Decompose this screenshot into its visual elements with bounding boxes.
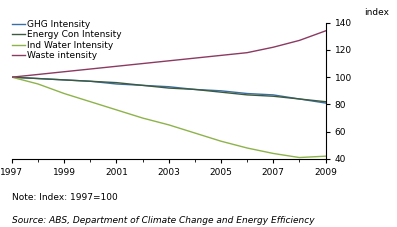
Energy Con Intensity <box>114 81 119 84</box>
Ind Water Intensity <box>271 152 276 155</box>
GHG Intensity <box>271 94 276 96</box>
Line: Waste intensity: Waste intensity <box>12 31 326 77</box>
Energy Con Intensity <box>88 80 93 83</box>
Ind Water Intensity <box>88 100 93 103</box>
GHG Intensity <box>297 98 302 100</box>
Waste intensity <box>36 73 40 76</box>
Energy Con Intensity <box>10 76 14 79</box>
Text: Note: Index: 1997=100: Note: Index: 1997=100 <box>12 193 118 202</box>
Energy Con Intensity <box>193 88 197 91</box>
Ind Water Intensity <box>114 109 119 111</box>
Waste intensity <box>166 59 171 62</box>
GHG Intensity <box>36 77 40 80</box>
GHG Intensity <box>323 102 328 104</box>
Waste intensity <box>10 76 14 79</box>
Ind Water Intensity <box>166 123 171 126</box>
Ind Water Intensity <box>10 76 14 79</box>
Waste intensity <box>114 65 119 68</box>
Waste intensity <box>245 51 249 54</box>
Energy Con Intensity <box>219 91 224 94</box>
Ind Water Intensity <box>323 155 328 158</box>
GHG Intensity <box>193 88 197 91</box>
Text: Source: ABS, Department of Climate Change and Energy Efficiency: Source: ABS, Department of Climate Chang… <box>12 216 314 225</box>
Ind Water Intensity <box>193 132 197 134</box>
Ind Water Intensity <box>62 92 67 95</box>
GHG Intensity <box>166 85 171 88</box>
GHG Intensity <box>62 79 67 81</box>
Waste intensity <box>219 54 224 57</box>
Waste intensity <box>323 30 328 32</box>
Energy Con Intensity <box>62 79 67 81</box>
Line: GHG Intensity: GHG Intensity <box>12 77 326 103</box>
Line: Ind Water Intensity: Ind Water Intensity <box>12 77 326 158</box>
Line: Energy Con Intensity: Energy Con Intensity <box>12 77 326 102</box>
Waste intensity <box>297 39 302 42</box>
Waste intensity <box>62 70 67 73</box>
Waste intensity <box>271 46 276 49</box>
Waste intensity <box>193 57 197 59</box>
Energy Con Intensity <box>140 84 145 87</box>
GHG Intensity <box>88 80 93 83</box>
Energy Con Intensity <box>166 87 171 89</box>
Energy Con Intensity <box>36 77 40 80</box>
Energy Con Intensity <box>297 98 302 100</box>
Energy Con Intensity <box>323 100 328 103</box>
Ind Water Intensity <box>219 140 224 143</box>
GHG Intensity <box>10 76 14 79</box>
Ind Water Intensity <box>140 117 145 119</box>
Ind Water Intensity <box>297 156 302 159</box>
Ind Water Intensity <box>36 83 40 85</box>
GHG Intensity <box>114 83 119 85</box>
GHG Intensity <box>140 84 145 87</box>
Energy Con Intensity <box>271 95 276 98</box>
Ind Water Intensity <box>245 147 249 149</box>
Legend: GHG Intensity, Energy Con Intensity, Ind Water Intensity, Waste intensity: GHG Intensity, Energy Con Intensity, Ind… <box>12 20 122 60</box>
Waste intensity <box>140 62 145 65</box>
Text: index: index <box>364 8 389 17</box>
Energy Con Intensity <box>245 94 249 96</box>
GHG Intensity <box>245 92 249 95</box>
Waste intensity <box>88 68 93 70</box>
GHG Intensity <box>219 89 224 92</box>
